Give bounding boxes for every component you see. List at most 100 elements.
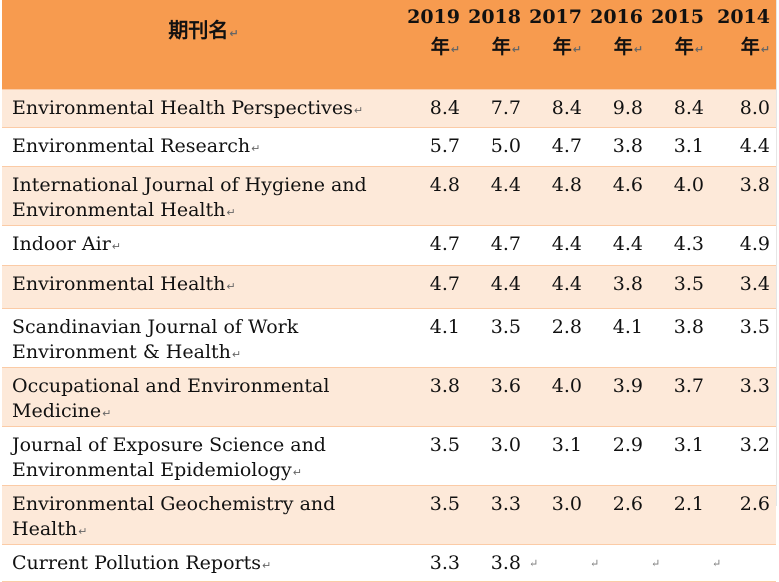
- paragraph-mark: ↵: [226, 206, 236, 219]
- value-cell: 4.7: [405, 225, 466, 266]
- header-year-2015: 2015 年↵: [649, 0, 710, 90]
- impact-factor-value: 3.5: [490, 316, 521, 338]
- impact-factor-value: 3.0: [551, 493, 582, 515]
- value-cell: 4.1: [588, 308, 649, 368]
- journal-name-cell: Scandinavian Journal of Work Environment…: [2, 308, 405, 368]
- value-cell: 4.4: [466, 265, 527, 309]
- impact-factor-value: 4.3: [673, 233, 704, 255]
- header-year-2019: 2019 年↵: [405, 0, 466, 90]
- impact-factor-value: 3.6: [490, 375, 521, 397]
- value-cell: 3.8: [649, 308, 710, 368]
- value-cell: 4.8: [527, 166, 588, 226]
- value-cell: 2.6: [710, 485, 776, 545]
- paragraph-mark: ↵: [353, 104, 364, 117]
- header-year-2014: 2014 年↵: [710, 0, 776, 90]
- journal-name: Scandinavian Journal of Work Environment…: [12, 316, 299, 363]
- value-cell: ↵: [527, 544, 588, 582]
- value-cell: 3.1: [649, 426, 710, 486]
- value-cell: 4.0: [649, 166, 710, 226]
- journal-name-cell: Environmental Geochemistry and Health↵: [2, 485, 405, 545]
- impact-factor-value: 8.0: [739, 97, 770, 119]
- impact-factor-value: 2.6: [739, 493, 770, 515]
- journal-name-cell: Occupational and Environmental Medicine↵: [2, 367, 405, 427]
- impact-factor-value: 3.8: [612, 135, 643, 157]
- impact-factor-value: ↵: [590, 557, 600, 570]
- table-row: Indoor Air↵ 4.7 4.7 4.4 4.4 4.3 4.9: [2, 225, 776, 266]
- impact-factor-value: 3.5: [673, 273, 704, 295]
- value-cell: 4.0: [527, 367, 588, 427]
- impact-factor-value: 3.8: [739, 174, 770, 196]
- value-cell: 3.3: [466, 485, 527, 545]
- impact-factor-value: 7.7: [490, 97, 521, 119]
- impact-factor-value: ↵: [651, 557, 661, 570]
- paragraph-mark: ↵: [251, 142, 261, 155]
- impact-factor-value: 4.8: [551, 174, 582, 196]
- paragraph-mark: ↵: [231, 348, 242, 361]
- journal-name: International Journal of Hygiene and Env…: [12, 174, 367, 221]
- value-cell: 4.4: [710, 127, 776, 167]
- value-cell: 3.6: [466, 367, 527, 427]
- value-cell: 2.8: [527, 308, 588, 368]
- impact-factor-value: 3.1: [673, 135, 704, 157]
- impact-factor-value: 4.1: [612, 316, 643, 338]
- impact-factor-value: 4.4: [612, 233, 643, 255]
- table-right-border: [776, 0, 777, 506]
- value-cell: 4.1: [405, 308, 466, 368]
- value-cell: 4.9: [710, 225, 776, 266]
- table-row: Journal of Exposure Science and Environm…: [2, 426, 776, 486]
- value-cell: 8.4: [649, 89, 710, 128]
- journal-name: Environmental Health Perspectives: [12, 97, 353, 119]
- impact-factor-value: 3.0: [490, 434, 521, 456]
- value-cell: 3.0: [466, 426, 527, 486]
- journal-name-cell: Indoor Air↵: [2, 225, 405, 266]
- impact-factor-value: 4.4: [490, 174, 521, 196]
- table-row: Current Pollution Reports↵ 3.3 3.8 ↵ ↵ ↵ ↵: [2, 544, 776, 582]
- journal-name: Indoor Air: [12, 233, 111, 255]
- impact-factor-value: 3.3: [739, 375, 770, 397]
- table-row: Environmental Geochemistry and Health↵ 3.…: [2, 485, 776, 545]
- impact-factor-value: 3.8: [612, 273, 643, 295]
- value-cell: 3.1: [527, 426, 588, 486]
- value-cell: 4.7: [466, 225, 527, 266]
- value-cell: 3.3: [405, 544, 466, 582]
- impact-factor-value: 3.3: [429, 552, 460, 574]
- value-cell: 9.8: [588, 89, 649, 128]
- value-cell: ↵: [588, 544, 649, 582]
- value-cell: 8.4: [527, 89, 588, 128]
- journal-name-cell: Journal of Exposure Science and Environm…: [2, 426, 405, 486]
- paragraph-mark: ↵: [111, 240, 122, 253]
- paragraph-mark: ↵: [78, 525, 88, 538]
- paragraph-mark: ↵: [102, 407, 112, 420]
- value-cell: 4.7: [405, 265, 466, 309]
- value-cell: 4.4: [466, 166, 527, 226]
- impact-factor-value: 4.7: [490, 233, 521, 255]
- impact-factor-value: 3.1: [551, 434, 582, 456]
- paragraph-mark: ↵: [226, 280, 236, 293]
- journal-name: Journal of Exposure Science and Environm…: [12, 434, 326, 481]
- paragraph-mark: ↵: [262, 559, 272, 572]
- paragraph-mark: ↵: [229, 27, 239, 40]
- value-cell: 2.1: [649, 485, 710, 545]
- table-body: Environmental Health Perspectives↵ 8.4 7.7…: [2, 89, 776, 582]
- journal-name: Occupational and Environmental Medicine: [12, 375, 330, 422]
- impact-factor-value: 4.4: [551, 273, 582, 295]
- impact-factor-value: 5.7: [429, 135, 460, 157]
- value-cell: 4.3: [649, 225, 710, 266]
- impact-factor-value: 3.8: [490, 552, 521, 574]
- impact-factor-value: ↵: [529, 557, 539, 570]
- impact-factor-value: 4.1: [429, 316, 460, 338]
- paragraph-mark: ↵: [292, 466, 302, 479]
- impact-factor-value: 4.7: [551, 135, 582, 157]
- impact-factor-value: 2.6: [612, 493, 643, 515]
- impact-factor-value: 8.4: [673, 97, 704, 119]
- value-cell: 3.8: [405, 367, 466, 427]
- impact-factor-value: 3.5: [429, 434, 460, 456]
- value-cell: 8.4: [405, 89, 466, 128]
- impact-factor-value: 3.9: [612, 375, 643, 397]
- value-cell: 4.4: [527, 225, 588, 266]
- impact-factor-value: ↵: [712, 557, 722, 570]
- impact-factor-value: 8.4: [551, 97, 582, 119]
- header-year-2016: 2016 年↵: [588, 0, 649, 90]
- impact-factor-value: 2.9: [612, 434, 643, 456]
